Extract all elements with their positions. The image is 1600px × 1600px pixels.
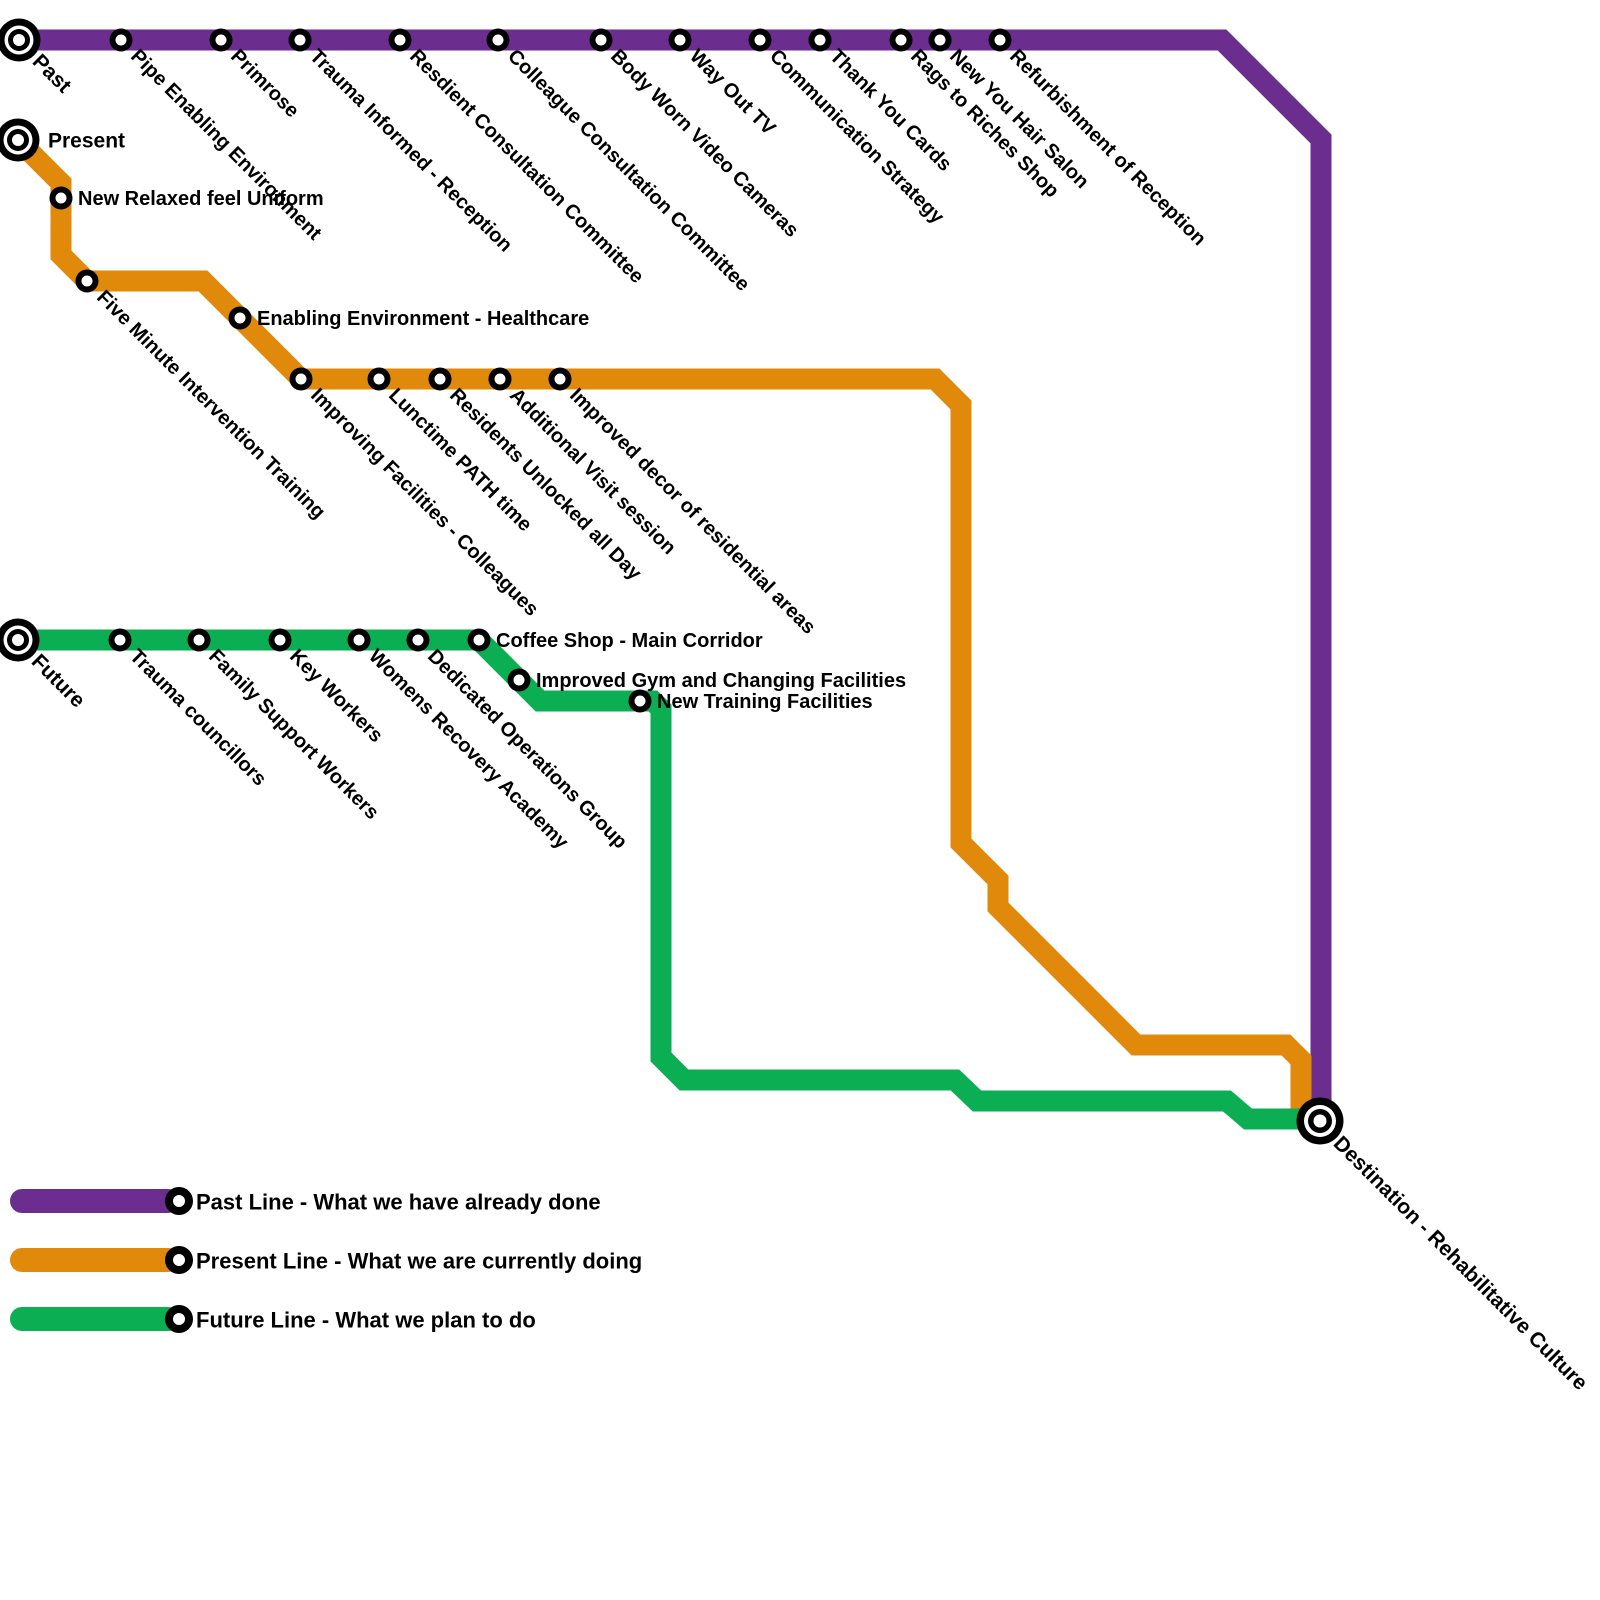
station-dot (406, 628, 430, 652)
past-line-path (19, 29, 1332, 1101)
station-dot (108, 628, 132, 652)
station-dot (628, 689, 652, 713)
station-dot (467, 628, 491, 652)
station-dot (288, 28, 312, 52)
station-dot (49, 186, 73, 210)
station-dot (268, 628, 292, 652)
future-line-stations (108, 628, 652, 713)
station-dot (347, 628, 371, 652)
legend-label-past: Past Line - What we have already done (196, 1190, 601, 1215)
present-terminus-label: Present (48, 130, 125, 153)
station-dot (289, 367, 313, 391)
station-dot (548, 367, 572, 391)
past-line-labels: Pipe Enabling Environment Primrose Traum… (126, 45, 1210, 295)
legend-station-icon (165, 1187, 193, 1215)
present-line-path (10, 132, 1325, 1129)
station-dot (228, 306, 252, 330)
station-dot (488, 367, 512, 391)
station-dot (928, 28, 952, 52)
station-dot (748, 28, 772, 52)
station-dot (668, 28, 692, 52)
past-terminus-roundel (0, 18, 41, 62)
legend-label-future: Future Line - What we plan to do (196, 1308, 536, 1333)
station-label: New Training Facilities (657, 691, 873, 713)
station-dot (75, 269, 99, 293)
destination-label: Destination - Rehabilitative Culture (1329, 1132, 1592, 1395)
legend-station-icon (165, 1246, 193, 1274)
line-paths (10, 29, 1332, 1130)
station-label: Pipe Enabling Environment (126, 45, 326, 245)
legend-station-icon (165, 1305, 193, 1333)
station-label: Improved decor of residential areas (565, 384, 819, 638)
station-dot (507, 668, 531, 692)
future-terminus-roundel (0, 618, 40, 662)
station-dot (388, 28, 412, 52)
station-dot (187, 628, 211, 652)
legend: Past Line - What we have already done Pr… (10, 1187, 642, 1333)
station-dot (808, 28, 832, 52)
station-label: Trauma councillors (125, 645, 270, 790)
past-terminus-label: Past (28, 50, 76, 98)
legend-label-present: Present Line - What we are currently doi… (196, 1249, 642, 1274)
station-label: Primrose (226, 45, 303, 122)
future-terminus-label: Future (27, 650, 89, 712)
station-dot (428, 367, 452, 391)
destination-roundel (1296, 1097, 1344, 1145)
station-dot (109, 28, 133, 52)
station-dot (486, 28, 510, 52)
station-label: Coffee Shop - Main Corridor (496, 630, 763, 652)
station-dot (988, 28, 1012, 52)
present-terminus-roundel (0, 118, 40, 162)
station-label: Enabling Environment - Healthcare (257, 308, 589, 330)
station-dot (367, 367, 391, 391)
station-label: Trauma Informed - Reception (305, 45, 516, 256)
station-dot (589, 28, 613, 52)
future-line-path (18, 629, 1320, 1130)
past-line-stations (109, 28, 1012, 52)
station-dot (209, 28, 233, 52)
station-label: Improved Gym and Changing Facilities (536, 670, 906, 692)
station-dot (889, 28, 913, 52)
station-label: New Relaxed feel Uniform (78, 188, 324, 210)
present-line-stations (49, 186, 572, 391)
